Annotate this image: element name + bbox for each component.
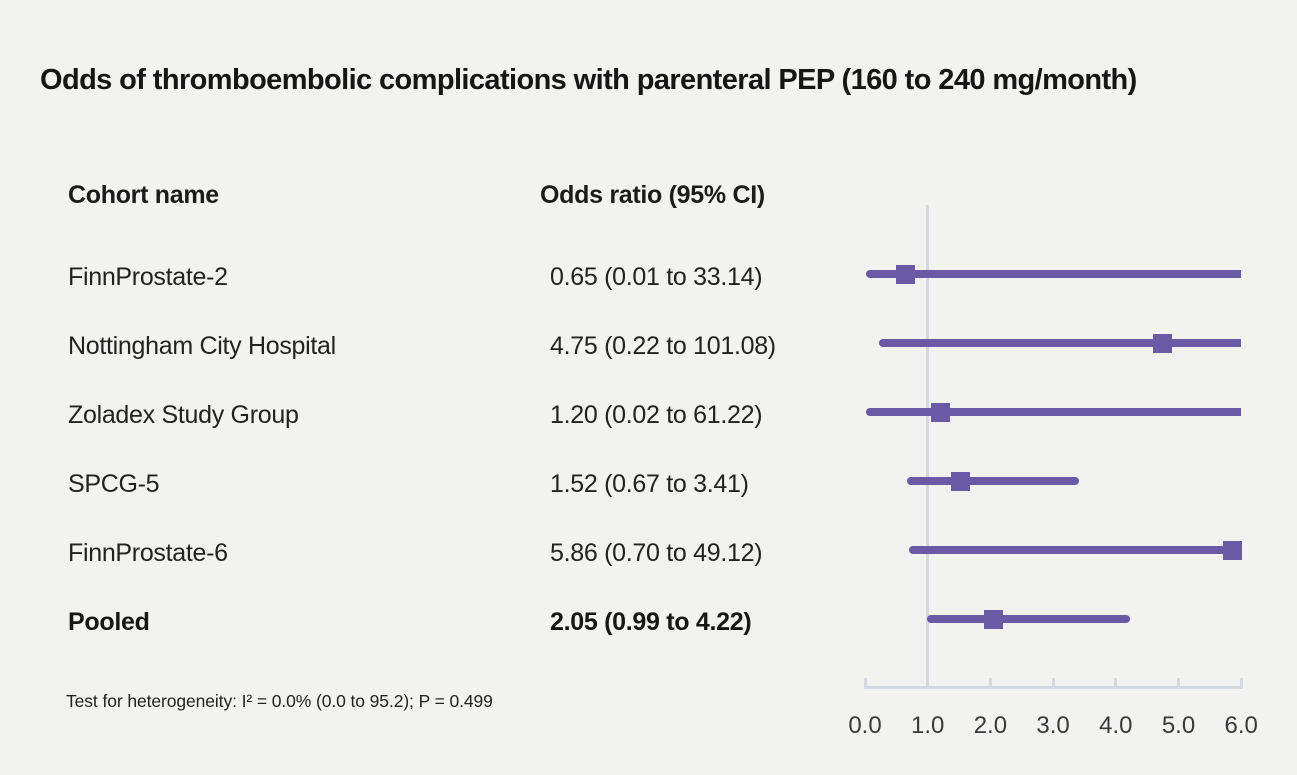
cohort-name: FinnProstate-6	[68, 539, 228, 567]
column-header-cohort: Cohort name	[68, 181, 219, 209]
cohort-name: Nottingham City Hospital	[68, 332, 336, 360]
x-axis-tick	[1114, 678, 1118, 686]
odds-ratio-value: 2.05 (0.99 to 4.22)	[550, 608, 752, 636]
odds-ratio-value: 1.52 (0.67 to 3.41)	[550, 470, 749, 498]
x-axis-tick	[1177, 678, 1180, 686]
x-axis-tick	[988, 678, 992, 686]
x-axis-tick	[1051, 678, 1055, 686]
x-axis-tick-label: 1.0	[911, 712, 945, 739]
x-axis-baseline	[863, 686, 1243, 689]
odds-ratio-marker	[930, 402, 950, 422]
cohort-name: Zoladex Study Group	[68, 401, 299, 429]
confidence-interval-line	[907, 477, 1079, 485]
x-axis-tick-label: 3.0	[1036, 712, 1070, 739]
cohort-name: SPCG-5	[68, 470, 160, 498]
reference-line	[926, 205, 930, 689]
cohort-name: FinnProstate-2	[68, 263, 228, 291]
x-axis-tick-label: 0.0	[848, 712, 882, 739]
odds-ratio-marker	[950, 471, 970, 491]
odds-ratio-marker	[1153, 333, 1173, 353]
x-axis-tick-label: 4.0	[1099, 712, 1133, 739]
cohort-name: Pooled	[68, 608, 150, 636]
odds-ratio-marker	[984, 609, 1003, 629]
odds-ratio-value: 1.20 (0.02 to 61.22)	[550, 401, 763, 429]
odds-ratio-marker	[896, 264, 916, 284]
odds-ratio-value: 5.86 (0.70 to 49.12)	[550, 539, 763, 567]
confidence-interval-line	[908, 546, 1242, 554]
odds-ratio-marker	[1222, 540, 1242, 560]
confidence-interval-line	[866, 408, 1242, 416]
odds-ratio-value: 0.65 (0.01 to 33.14)	[550, 263, 763, 291]
x-axis-tick	[863, 678, 867, 686]
confidence-interval-line	[878, 339, 1242, 347]
x-axis-tick-label: 6.0	[1224, 712, 1258, 739]
heterogeneity-footnote: Test for heterogeneity: I² = 0.0% (0.0 t…	[66, 691, 493, 711]
x-axis-tick-label: 5.0	[1161, 712, 1196, 739]
chart-title: Odds of thromboembolic complications wit…	[40, 64, 1137, 96]
confidence-interval-line	[927, 615, 1130, 623]
column-header-odds-ratio: Odds ratio (95% CI)	[540, 181, 765, 209]
odds-ratio-value: 4.75 (0.22 to 101.08)	[550, 332, 776, 360]
confidence-interval-line	[865, 270, 1242, 278]
x-axis-tick	[1239, 678, 1243, 686]
x-axis-tick-label: 2.0	[973, 712, 1008, 739]
